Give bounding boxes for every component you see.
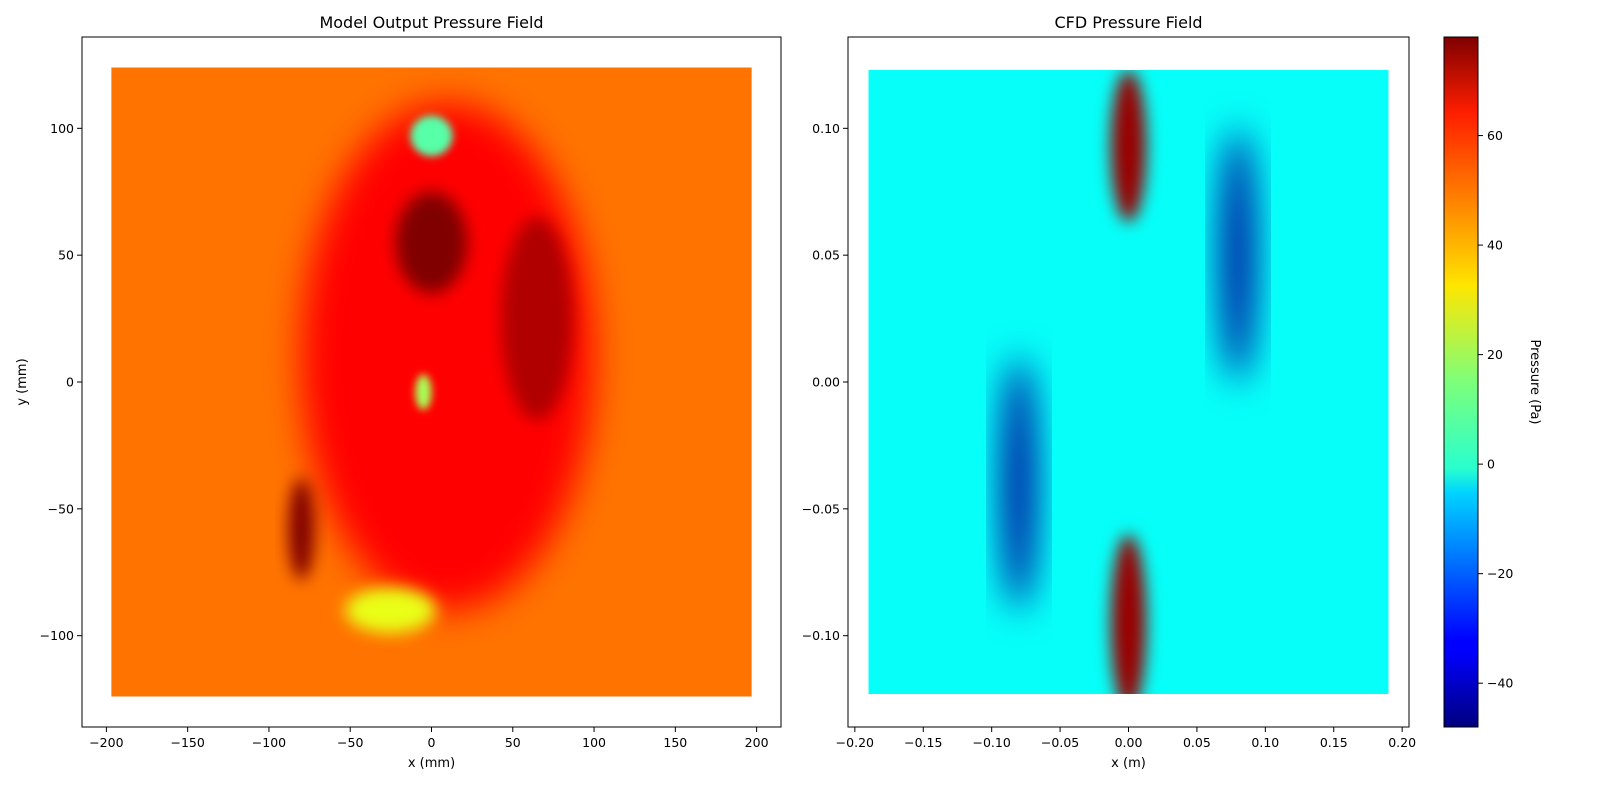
- right-y-tick-label: 0.00: [812, 375, 840, 390]
- left-y-tick-label: 100: [50, 121, 74, 136]
- right-x-tick-label: 0.00: [1115, 735, 1143, 750]
- left-y-tick-label: −100: [40, 628, 74, 643]
- left-field-feature-high: [395, 191, 468, 294]
- right-x-tick-label: 0.10: [1251, 735, 1279, 750]
- right-field-feature-high: [1110, 534, 1147, 695]
- left-x-tick-label: 150: [663, 735, 687, 750]
- left-x-tick-label: 200: [745, 735, 769, 750]
- left-x-tick-label: 100: [582, 735, 606, 750]
- colorbar: −40 −20 0 20 40 60 Pressure (Pa): [1443, 36, 1542, 728]
- right-x-tick-label: −0.05: [1041, 735, 1079, 750]
- left-x-tick-label: 50: [505, 735, 521, 750]
- colorbar-tick-label: −40: [1487, 676, 1513, 691]
- left-chart-title: Model Output Pressure Field: [319, 13, 543, 32]
- colorbar-label: Pressure (Pa): [1527, 339, 1542, 424]
- right-chart-title: CFD Pressure Field: [1054, 13, 1202, 32]
- right-heatmap: [868, 69, 1389, 695]
- left-x-tick-label: −100: [252, 735, 286, 750]
- right-x-tick-label: 0.15: [1320, 735, 1348, 750]
- left-y-tick-label: −50: [48, 501, 74, 516]
- right-x-tick-label: 0.20: [1388, 735, 1416, 750]
- left-y-axis-label: y (mm): [15, 358, 30, 405]
- right-y-tick-label: −0.10: [802, 628, 840, 643]
- right-x-tick-label: −0.20: [836, 735, 874, 750]
- right-field-feature-high: [1110, 69, 1147, 223]
- right-ticks: −0.20 −0.15 −0.10 −0.05 0.00 0.05 0.10 0.15 0.20…: [802, 121, 1416, 750]
- colorbar-ticks: −40 −20 0 20 40 60: [1478, 128, 1513, 691]
- left-x-tick-label: 0: [428, 735, 436, 750]
- left-field-feature-low: [345, 587, 437, 634]
- left-panel: −200 −150 −100 −50 0 50 100 150 200 −100 −50 0 50 100…: [15, 13, 782, 771]
- right-x-tick-label: −0.15: [904, 735, 942, 750]
- left-heatmap: [111, 67, 752, 697]
- right-x-tick-label: 0.05: [1183, 735, 1211, 750]
- right-x-axis-label: x (m): [1111, 756, 1146, 771]
- right-y-tick-label: 0.10: [812, 121, 840, 136]
- left-x-tick-label: −150: [170, 735, 204, 750]
- colorbar-tick-label: 60: [1487, 128, 1503, 143]
- colorbar-tick-label: 20: [1487, 347, 1503, 362]
- left-field-feature-high: [288, 478, 315, 580]
- colorbar-tick-label: −20: [1487, 566, 1513, 581]
- right-field-feature-low: [1221, 128, 1255, 382]
- left-field-feature-low: [415, 374, 432, 410]
- colorbar-gradient: [1443, 36, 1479, 728]
- left-y-tick-label: 50: [58, 248, 74, 263]
- left-field-feature-high: [501, 217, 573, 421]
- right-panel: −0.20 −0.15 −0.10 −0.05 0.00 0.05 0.10 0.15 0.20…: [802, 13, 1416, 771]
- right-y-tick-label: 0.05: [812, 248, 840, 263]
- colorbar-tick-label: 40: [1487, 238, 1503, 253]
- left-x-axis-label: x (mm): [408, 756, 455, 771]
- right-field-feature-low: [1002, 356, 1036, 611]
- left-y-tick-label: 0: [66, 375, 74, 390]
- left-x-tick-label: −50: [337, 735, 363, 750]
- left-field-feature-low: [410, 115, 453, 157]
- colorbar-tick-label: 0: [1487, 457, 1495, 472]
- right-x-tick-label: −0.10: [973, 735, 1011, 750]
- right-y-tick-label: −0.05: [802, 501, 840, 516]
- left-ticks: −200 −150 −100 −50 0 50 100 150 200 −100 −50 0 50 100: [40, 121, 769, 750]
- left-x-tick-label: −200: [89, 735, 123, 750]
